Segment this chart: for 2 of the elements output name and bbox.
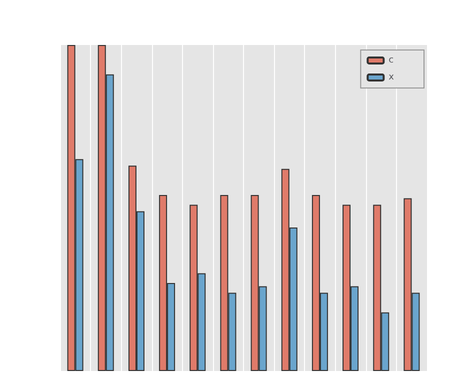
legend-label: x xyxy=(388,72,395,82)
legend-label: c xyxy=(388,56,394,66)
